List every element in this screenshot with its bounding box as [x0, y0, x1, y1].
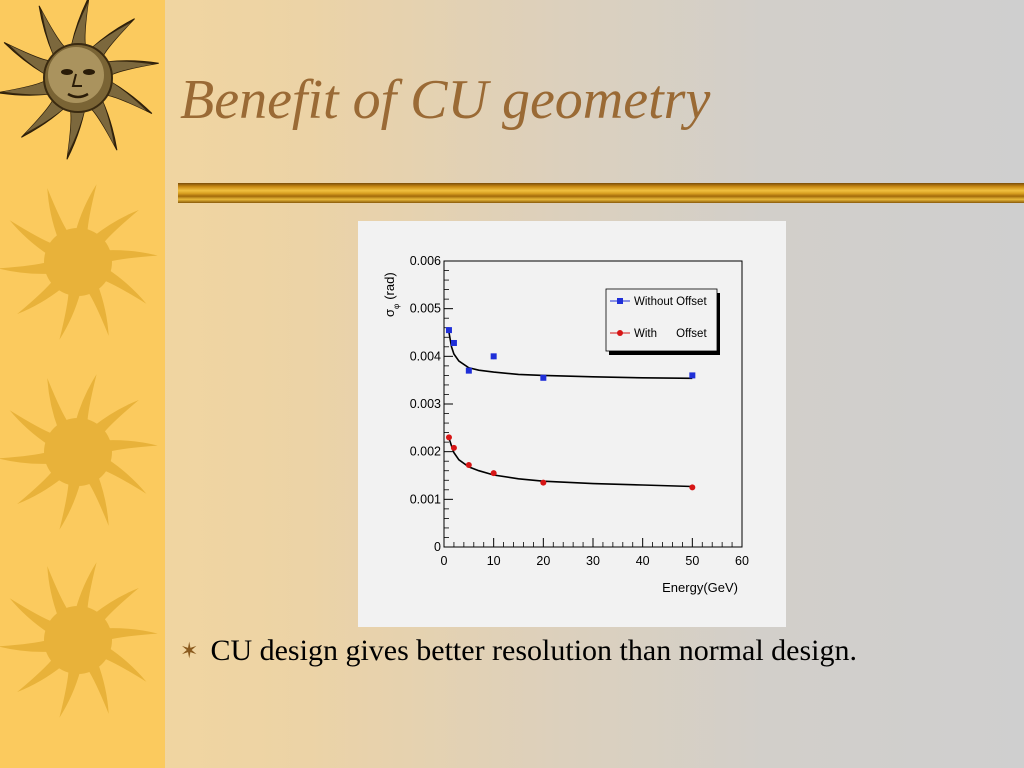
- y-tick-label: 0.005: [410, 302, 441, 316]
- sun-icon: [0, 184, 158, 340]
- data-point-series-1: [689, 484, 696, 491]
- slide-title: Benefit of CU geometry: [180, 69, 711, 131]
- y-axis-unit: (rad): [382, 272, 397, 299]
- legend-box: [605, 288, 718, 352]
- bullet-item: ✶ CU design gives better resolution than…: [180, 634, 857, 668]
- data-point-series-0: [465, 367, 472, 374]
- fit-curves: [448, 332, 693, 488]
- sun-face-icon: [0, 0, 159, 160]
- x-axis-label: Energy(GeV): [662, 580, 738, 595]
- data-point-series-0: [689, 372, 696, 379]
- y-tick-label: 0.004: [410, 349, 441, 363]
- legend-label-without-offset: Without Offset: [634, 296, 707, 308]
- data-point-series-0: [490, 353, 497, 360]
- sun-icon: [0, 562, 158, 718]
- y-tick-label: 0.002: [410, 445, 441, 459]
- y-axis-label: σφ (rad): [382, 272, 401, 317]
- chart-panel: 0 10 20 30 40 50 60 0 0.001 0.002 0.003 0.004 0.005 0…: [358, 221, 786, 627]
- x-tick-label: 0: [441, 554, 448, 568]
- axis-ticks: 0 10 20 30 40 50 60 0 0.001 0.002 0.003 0.004 0.005 0…: [410, 254, 749, 568]
- data-point-series-1: [540, 479, 547, 486]
- decorative-band: [0, 0, 165, 768]
- data-point-series-1: [465, 462, 472, 469]
- y-axis-subscript: φ: [392, 304, 401, 309]
- y-tick-label: 0: [434, 540, 441, 554]
- y-axis-symbol: σ: [382, 309, 397, 317]
- y-tick-label: 0.006: [410, 254, 441, 268]
- sun-icon: [0, 374, 158, 530]
- bullet-text: CU design gives better resolution than n…: [210, 634, 857, 667]
- data-points: [445, 327, 696, 491]
- fit-curve-series-0: [448, 332, 693, 380]
- star-bullet-icon: ✶: [180, 638, 199, 663]
- y-tick-label: 0.003: [410, 397, 441, 411]
- data-point-series-0: [445, 327, 452, 334]
- data-point-series-1: [450, 444, 457, 451]
- data-point-series-0: [540, 374, 547, 381]
- data-point-series-0: [450, 339, 457, 346]
- legend-marker-with-offset: [617, 330, 623, 336]
- legend: Without Offset With Offset: [605, 288, 720, 355]
- y-tick-label: 0.001: [410, 492, 441, 506]
- data-point-series-1: [490, 470, 497, 477]
- fit-curve-series-1: [448, 438, 693, 488]
- x-tick-label: 40: [636, 554, 650, 568]
- title-divider: [178, 183, 1024, 203]
- x-tick-label: 10: [487, 554, 501, 568]
- legend-label-with-offset: With Offset: [634, 328, 707, 340]
- sun-decoration: [0, 0, 159, 718]
- x-tick-label: 50: [685, 554, 699, 568]
- resolution-chart: 0 10 20 30 40 50 60 0 0.001 0.002 0.003 0.004 0.005 0…: [382, 254, 749, 595]
- data-point-series-1: [445, 434, 452, 441]
- x-tick-label: 60: [735, 554, 749, 568]
- legend-marker-without-offset: [617, 298, 623, 304]
- x-tick-label: 30: [586, 554, 600, 568]
- x-tick-label: 20: [536, 554, 550, 568]
